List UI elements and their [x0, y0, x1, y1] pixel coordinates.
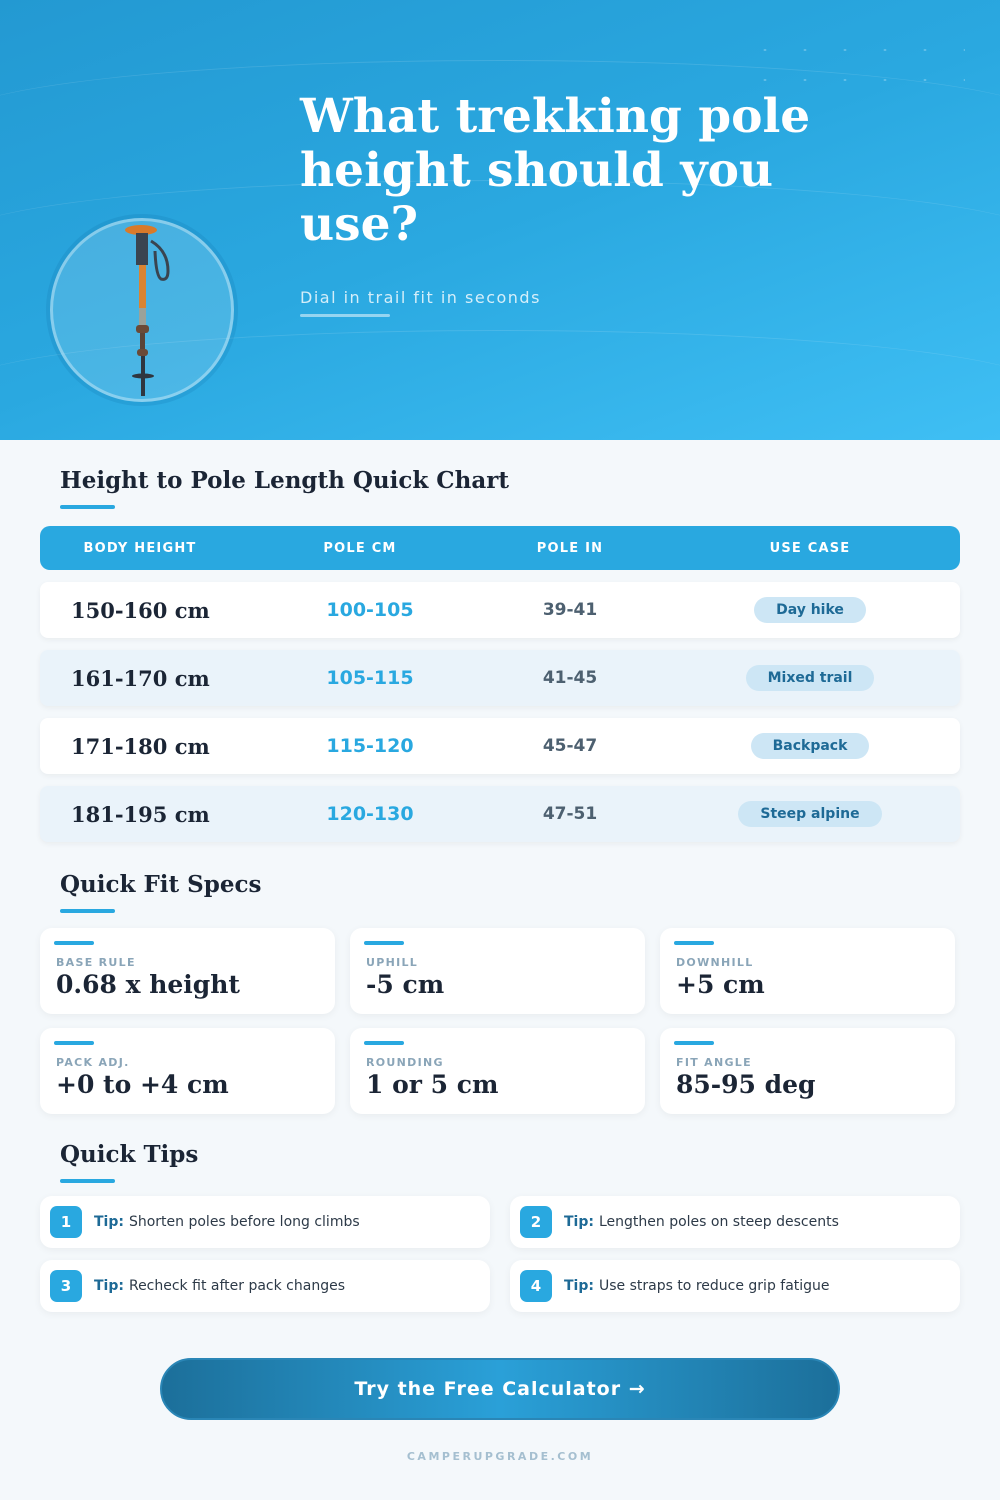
- spec-label: FIT ANGLE: [676, 1056, 752, 1069]
- tip-text: Recheck fit after pack changes: [128, 1278, 345, 1294]
- tip-number: 1: [50, 1206, 82, 1238]
- spec-label: ROUNDING: [366, 1056, 444, 1069]
- table-row: 161-170 cm 105-115 41-45 Mixed trail: [40, 650, 960, 706]
- tip-text: Shorten poles before long climbs: [128, 1214, 360, 1230]
- column-header: USE CASE: [769, 540, 851, 556]
- pole-cm: 105-115: [326, 667, 414, 689]
- accent-bar: [54, 941, 94, 945]
- column-header: POLE IN: [536, 540, 604, 556]
- pole-in: 45-47: [542, 736, 598, 756]
- pole-in: 47-51: [542, 804, 598, 824]
- tip-item: 4 Tip: Use straps to reduce grip fatigue: [510, 1260, 960, 1312]
- table-header: BODY HEIGHT POLE CM POLE IN USE CASE: [40, 526, 960, 570]
- section-title-tips: Quick Tips: [60, 1141, 199, 1183]
- calculator-button[interactable]: Try the Free Calculator →: [160, 1358, 840, 1420]
- hero-subtitle: Dial in trail fit in seconds: [300, 288, 541, 307]
- spec-value: 0.68 x height: [56, 970, 240, 999]
- tip-number: 2: [520, 1206, 552, 1238]
- use-case-badge: Mixed trail: [745, 665, 875, 691]
- dot-pattern: [745, 35, 965, 105]
- tip-text: Lengthen poles on steep descents: [598, 1214, 839, 1230]
- tip-prefix: Tip:: [94, 1214, 124, 1230]
- spec-card: FIT ANGLE 85-95 deg: [660, 1028, 955, 1114]
- section-title-specs: Quick Fit Specs: [60, 871, 262, 913]
- table-row: 181-195 cm 120-130 47-51 Steep alpine: [40, 786, 960, 842]
- column-header: BODY HEIGHT: [83, 540, 197, 556]
- spec-card: ROUNDING 1 or 5 cm: [350, 1028, 645, 1114]
- column-header: POLE CM: [323, 540, 397, 556]
- spec-label: UPHILL: [366, 956, 419, 969]
- accent-bar: [364, 1041, 404, 1045]
- pole-cm: 115-120: [326, 735, 414, 757]
- use-case-badge: Day hike: [754, 597, 866, 623]
- spec-card: DOWNHILL +5 cm: [660, 928, 955, 1014]
- table-row: 150-160 cm 100-105 39-41 Day hike: [40, 582, 960, 638]
- page-title: What trekking pole height should you use…: [300, 89, 811, 252]
- tip-prefix: Tip:: [564, 1278, 594, 1294]
- spec-value: -5 cm: [366, 970, 445, 999]
- spec-label: DOWNHILL: [676, 956, 754, 969]
- spec-card: PACK ADJ. +0 to +4 cm: [40, 1028, 335, 1114]
- body-height: 161-170 cm: [71, 665, 210, 691]
- footer-site: CAMPERUPGRADE.COM: [406, 1450, 594, 1463]
- pole-in: 41-45: [542, 668, 598, 688]
- accent-bar: [54, 1041, 94, 1045]
- spec-card: BASE RULE 0.68 x height: [40, 928, 335, 1014]
- spec-value: 1 or 5 cm: [366, 1070, 499, 1099]
- tip-text: Use straps to reduce grip fatigue: [598, 1278, 830, 1294]
- pole-cm: 100-105: [326, 599, 414, 621]
- accent-bar: [674, 1041, 714, 1045]
- body-height: 181-195 cm: [71, 801, 210, 827]
- tip-item: 3 Tip: Recheck fit after pack changes: [40, 1260, 490, 1312]
- spec-value: 85-95 deg: [676, 1070, 816, 1099]
- spec-label: PACK ADJ.: [56, 1056, 130, 1069]
- body-height: 150-160 cm: [71, 597, 210, 623]
- use-case-badge: Steep alpine: [738, 801, 882, 827]
- accent-bar: [364, 941, 404, 945]
- tip-number: 3: [50, 1270, 82, 1302]
- hero-banner: What trekking pole height should you use…: [0, 0, 1000, 440]
- tip-prefix: Tip:: [564, 1214, 594, 1230]
- spec-value: +0 to +4 cm: [56, 1070, 229, 1099]
- spec-label: BASE RULE: [56, 956, 136, 969]
- use-case-badge: Backpack: [750, 733, 870, 759]
- accent-bar: [674, 941, 714, 945]
- trekking-pole-image: [50, 218, 234, 402]
- tip-item: 1 Tip: Shorten poles before long climbs: [40, 1196, 490, 1248]
- pole-cm: 120-130: [326, 803, 414, 825]
- tip-number: 4: [520, 1270, 552, 1302]
- body-height: 171-180 cm: [71, 733, 210, 759]
- trekking-pole-icon: [125, 225, 170, 396]
- tip-item: 2 Tip: Lengthen poles on steep descents: [510, 1196, 960, 1248]
- tip-prefix: Tip:: [94, 1278, 124, 1294]
- spec-card: UPHILL -5 cm: [350, 928, 645, 1014]
- divider: [300, 314, 390, 317]
- table-row: 171-180 cm 115-120 45-47 Backpack: [40, 718, 960, 774]
- section-title-chart: Height to Pole Length Quick Chart: [60, 467, 509, 509]
- spec-value: +5 cm: [676, 970, 765, 999]
- pole-in: 39-41: [542, 600, 598, 620]
